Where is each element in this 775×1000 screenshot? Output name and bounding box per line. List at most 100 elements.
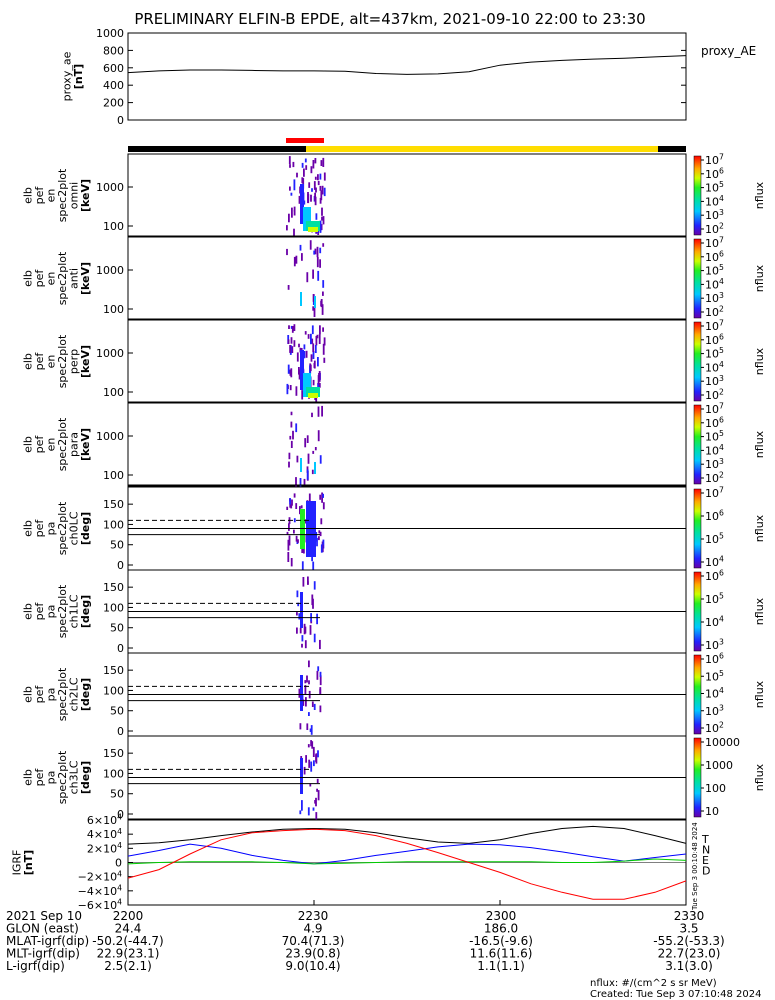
spectrogram-anti-pixel: [316, 257, 319, 268]
spectrogram-perp-pixel: [291, 326, 294, 333]
spec-ylabel-anti-line: elb: [21, 270, 34, 287]
spectrogram-perp-pixel: [293, 324, 296, 331]
spec-para-cbar-tick-label-base: 10: [705, 431, 719, 444]
spec-tick-label: 1000: [96, 347, 124, 360]
pitch-ch2LC-pixel: [308, 660, 310, 668]
spectrogram-para-pixel: [290, 440, 293, 448]
spectrogram-perp-pixel: [290, 325, 293, 329]
pitch-ch2LC-pixel: [302, 699, 305, 706]
pitch-ch0LC-cbar-tick-label-base: 10: [705, 487, 719, 500]
pitch-ch3LC-core: [300, 758, 303, 794]
spec-omni-cbar-tick-label-exp: 6: [719, 166, 724, 175]
spectrogram-omni-pixel: [303, 168, 305, 177]
pitch-ch0LC-pixel: [308, 493, 311, 504]
spectrogram-perp-pixel: [312, 379, 315, 386]
pitch-ch1LC-core: [300, 592, 303, 628]
pitch-ch2LC-cbar-tick-label-exp: 3: [719, 703, 724, 712]
pitch-ch0LC-cbar-tick-label-base: 10: [705, 556, 719, 569]
igrf-tick-label: −2×104: [78, 869, 122, 883]
pitch-ch3LC-cbar-tick-label: 100: [705, 782, 726, 795]
spectrogram-para-pixel: [304, 438, 307, 448]
spec-anti-cbar-tick-label-exp: 4: [719, 277, 724, 286]
spectrogram-frame: [127, 153, 687, 238]
pitch-ch0LC-pixel: [320, 518, 323, 525]
orbit-night-bar: [128, 146, 306, 152]
pitch-ch3LC-pixel: [305, 755, 307, 763]
ae-line: [127, 55, 687, 75]
spec-ylabel-omni-line: [keV]: [79, 179, 92, 212]
pitch-ch3LC-pixel: [316, 788, 318, 792]
spec-perp-cbar-tick-label-exp: 4: [719, 360, 724, 369]
spectrogram-perp-pixel: [310, 333, 312, 345]
spectrogram-perp-pixel: [298, 343, 300, 348]
pitch-ch0LC-pixel: [287, 539, 290, 551]
pitch-ch3LC-pixel: [317, 790, 320, 801]
spectrogram-omni-pixel: [322, 157, 325, 167]
spec-anti-cbar-tick-label-base: 10: [705, 265, 719, 278]
spectrogram-para-pixel: [299, 478, 302, 487]
spectrogram-para-pixel: [288, 452, 291, 460]
spectrogram-perp-pixel: [305, 350, 308, 358]
pitch-ylabel-ch1LC-line: spec2plot: [56, 584, 69, 638]
spectrogram-omni-pixel: [321, 207, 323, 216]
spectrogram-perp-pixel: [316, 334, 319, 339]
spec-ylabel-anti-line: en: [44, 272, 57, 286]
pitch-ch1LC-pixel: [296, 590, 299, 598]
spectrogram-perp-pixel: [293, 340, 296, 347]
spectrogram-anti-pixel: [316, 246, 319, 258]
spec-omni-cbar-tick-label-exp: 5: [719, 180, 724, 189]
pitch-ch0LC-cbar-tick-label-exp: 5: [719, 532, 724, 541]
pitch-ylabel-ch0LC-line: [deg]: [79, 512, 92, 545]
igrf-tick-label-base: 4×10: [87, 828, 117, 841]
spec-anti-cbar-tick-label-exp: 7: [719, 236, 724, 245]
spec-ylabel-omni-line: elb: [21, 187, 34, 204]
ae-tick-label: 400: [103, 79, 124, 92]
pitch-ylabel-ch2LC-line: pef: [33, 685, 46, 704]
spectrogram-para-pixel: [317, 406, 320, 417]
spectrogram-anti: 1000100elbpefenspec2plotanti[keV]1071061…: [21, 236, 766, 321]
spectrogram-perp-pixel: [323, 337, 326, 346]
spectrogram-omni: 1000100elbpefenspec2plotomni[keV]1071061…: [21, 153, 766, 238]
ae-tick-label: 600: [103, 62, 124, 75]
pitch-ch0LC-pixel: [301, 561, 304, 571]
spectrogram-para-pixel: [306, 469, 309, 480]
pitch-ch1LC-pixel: [302, 577, 305, 587]
pitch-ch2LC-pixel: [305, 697, 307, 707]
pitch-ch0LC-pixel: [289, 498, 291, 505]
igrf-tick-label: −6×104: [78, 898, 122, 912]
ephemeris-row-label: MLT-igrf(dip): [6, 947, 80, 961]
pitch-ch2LC-pixel: [319, 705, 322, 713]
vertical-timestamp: Tue Sep 3 00:10:48 2024: [691, 822, 699, 911]
spectrogram-para-pixel: [295, 477, 297, 488]
spec-ylabel-para-line: spec2plot: [56, 417, 69, 471]
pitch-ch0LC-pixel: [321, 544, 324, 553]
pitch-ch2LC-cbar-tick-label-exp: 6: [719, 652, 724, 661]
spec-perp-cbar-tick-label-base: 10: [705, 334, 719, 347]
spec-anti-cbar-tick-label: 107: [705, 236, 724, 250]
pitch-ch2LC-pixel: [299, 723, 302, 730]
pitch-ch1LC-pixel: [309, 625, 312, 635]
pitch-ch1LC-pixel: [313, 633, 316, 643]
spectrogram-omni-pixel: [312, 160, 315, 169]
pitch-ch3LC-colorbar: [693, 737, 702, 818]
pitch-ch0LC-cbar-tick-label-exp: 4: [719, 555, 724, 564]
pitch-ch0LC-pixel: [293, 518, 296, 523]
spectrogram-perp-pixel: [317, 375, 320, 385]
spec-ylabel-para-line: elb: [21, 436, 34, 453]
spectrogram-para: 1000100elbpefenspec2plotpara[keV]1071061…: [21, 402, 766, 488]
spectrogram-omni-pixel: [319, 197, 322, 204]
pitch-ch3LC-pixel: [307, 807, 310, 816]
spec-perp-cbar-tick-label: 103: [705, 374, 724, 388]
pitch-ch1LC-pixel: [303, 623, 306, 635]
spectrogram-para-pixel: [289, 435, 292, 440]
spec-ylabel-omni-line: spec2plot: [56, 168, 69, 222]
spec-anti-cbar-tick-label: 104: [705, 277, 724, 291]
pitch-ch0LC-cbar-tick-label: 106: [705, 509, 724, 523]
spectrogram-perp-pixel: [318, 371, 321, 382]
pitch-ch3LC-pixel: [310, 740, 312, 747]
pitch-tick-label: 50: [110, 622, 124, 635]
spectrogram-omni-pixel: [307, 192, 309, 203]
